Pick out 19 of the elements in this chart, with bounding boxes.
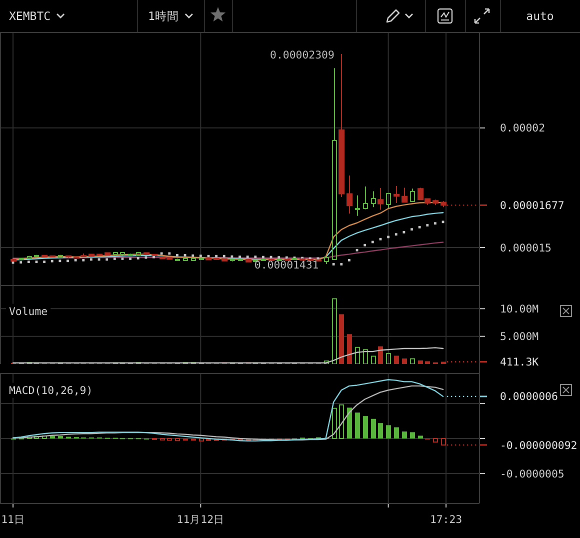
x-tick-label: 11日 (1, 513, 25, 526)
y-tick-label: 0.00001677 (500, 198, 564, 212)
y-tick-label: 0.000015 (500, 241, 552, 254)
y-tick-label: 0.0000006 (500, 390, 558, 404)
y-tick-label: 0.00002 (500, 122, 546, 135)
y-tick-label: 411.3K (500, 356, 540, 369)
x-tick-label: 17:23 (430, 513, 462, 526)
text: Volume (9, 304, 48, 318)
annotation: 0.00001431 (254, 258, 319, 272)
chart-subtitle: 1時間 (148, 9, 179, 23)
annotation: 0.00002309 (270, 48, 334, 62)
y-tick-label: 5.000M (500, 330, 539, 344)
y-tick-label: 10.00M (500, 302, 539, 316)
y-tick-label: -0.000000092 (500, 438, 578, 452)
chart-title: XEMBTC (9, 9, 51, 23)
x-tick-label: 11月12日 (176, 513, 225, 526)
text: MACD(10,26,9) (9, 384, 93, 397)
text: auto (526, 9, 554, 23)
y-tick-label: -0.0000005 (500, 467, 564, 480)
